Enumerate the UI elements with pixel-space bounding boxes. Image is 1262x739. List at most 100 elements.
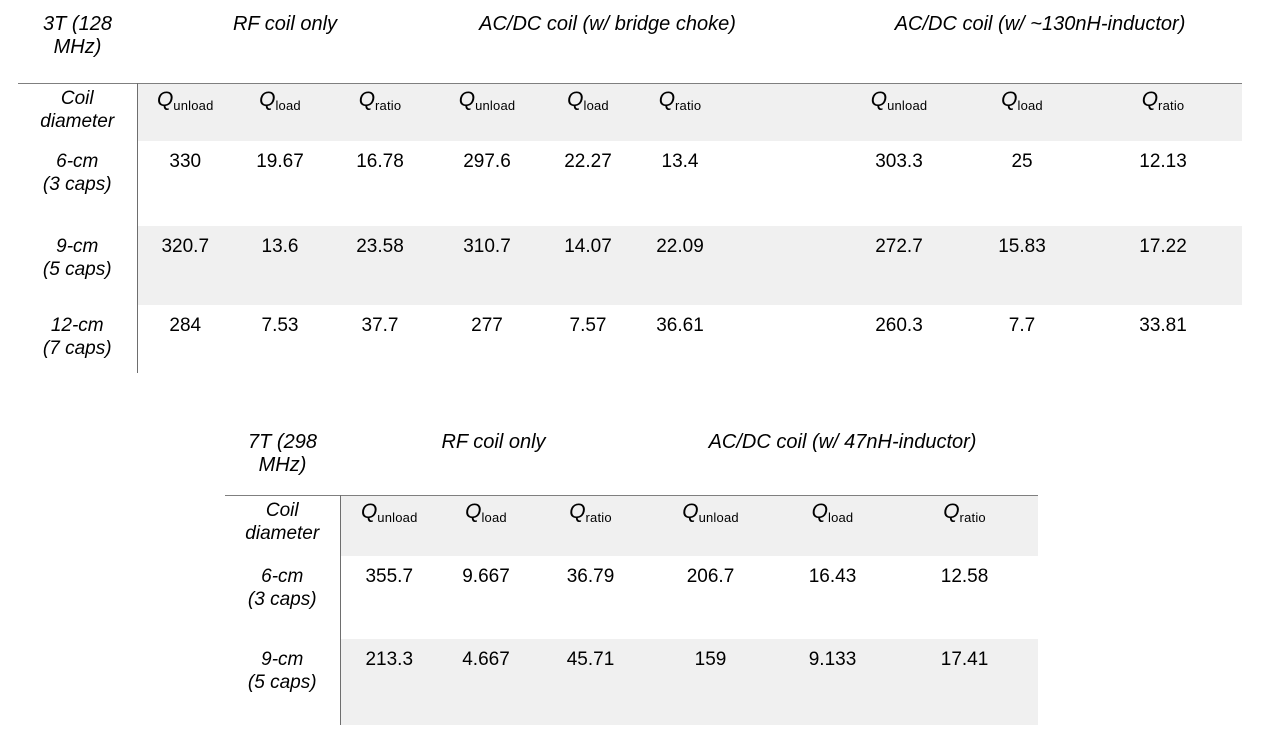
data-cell: 277 [471, 315, 503, 336]
data-cell: 33.81 [1139, 315, 1187, 336]
data-cell: 7.53 [261, 315, 299, 336]
data-cell: 4.667 [438, 639, 534, 725]
q-column-header-unload: Qunload [433, 83, 542, 141]
q-symbol: Q [1141, 88, 1159, 111]
row-header-coil-diameter: Coil diameter [18, 83, 138, 141]
q-symbol: Q [358, 88, 376, 111]
data-cell: 284 [169, 315, 202, 336]
data-cell: 17.22 [1084, 226, 1243, 305]
row-label-line: (3 caps) [42, 174, 112, 195]
data-cell: 17.41 [891, 639, 1039, 725]
data-cell: 16.43 [808, 566, 857, 587]
data-cell: 330 [169, 151, 202, 172]
row-label: 6-cm (3 caps) [18, 141, 138, 226]
row-label-line: 12-cm [50, 315, 104, 336]
row-label: 12-cm (7 caps) [18, 305, 138, 373]
row-label-line: (5 caps) [42, 259, 112, 280]
q-subscript: load [275, 98, 301, 113]
group-header-bridge-choke: AC/DC coil (w/ bridge choke) [479, 13, 736, 35]
data-cell: 12.58 [940, 566, 989, 587]
data-cell: 22.27 [564, 151, 612, 172]
data-cell: 9.133 [774, 639, 892, 725]
row-label-line: (7 caps) [42, 338, 112, 359]
group-header-130nh-inductor: AC/DC coil (w/ ~130nH-inductor) [894, 13, 1186, 35]
data-cell: 310.7 [433, 226, 542, 305]
data-cell: 15.83 [960, 226, 1085, 305]
row-label-line: (3 caps) [247, 589, 317, 610]
data-cell: 45.71 [534, 639, 648, 725]
table-3t-title: 3T (128 MHz) [18, 6, 137, 84]
spacer-cell [725, 141, 838, 226]
q-column-header-load: Qload [438, 495, 534, 556]
row-label-line: 9-cm [261, 649, 304, 670]
table-row-12cm: 12-cm (7 caps) 284 7.53 37.7 277 7.57 36… [18, 305, 1242, 373]
q-column-header-unload: Qunload [340, 495, 438, 556]
data-cell: 159 [647, 639, 775, 725]
q-symbol: Q [156, 88, 174, 111]
data-cell: 19.67 [256, 151, 304, 172]
row-label: 6-cm (3 caps) [225, 556, 341, 639]
q-column-header-ratio: Qratio [1084, 83, 1243, 141]
table-3t-q-factors: 3T (128 MHz) RF coil only AC/DC coil (w/… [18, 6, 1243, 373]
q-column-header-load: Qload [960, 83, 1085, 141]
q-column-header-unload: Qunload [647, 495, 775, 556]
table-7t-title-line: 7T (298 [248, 431, 317, 453]
spacer-cell [725, 226, 839, 305]
data-cell: 355.7 [365, 566, 414, 587]
data-cell: 7.57 [569, 315, 607, 336]
q-subscript: unload [887, 98, 928, 113]
row-header-coil-diameter: Coil diameter [225, 495, 341, 556]
table-row-6cm: 6-cm (3 caps) 330 19.67 16.78 297.6 22.2… [18, 141, 1242, 226]
group-header-47nh-inductor: AC/DC coil (w/ 47nH-inductor) [708, 431, 977, 453]
q-subscript: load [583, 98, 609, 113]
data-cell: 9.667 [462, 566, 510, 587]
q-column-header-load: Qload [774, 495, 892, 556]
row-header-line: Coil [265, 500, 299, 521]
q-symbol: Q [943, 500, 960, 523]
row-label-line: (5 caps) [247, 672, 317, 693]
row-header-line: diameter [245, 523, 320, 544]
row-label: 9-cm (5 caps) [225, 639, 341, 725]
data-cell: 13.6 [233, 226, 327, 305]
q-symbol: Q [360, 500, 378, 523]
table-3t-header-row: Coil diameter Qunload Qload Qratio Qunlo… [18, 83, 1243, 141]
table-row-9cm: 9-cm (5 caps) 213.3 4.667 45.71 159 9.13… [225, 639, 1039, 725]
data-cell: 37.7 [361, 315, 399, 336]
data-cell: 213.3 [340, 639, 438, 725]
table-7t-title-line: MHz) [258, 454, 307, 476]
q-symbol: Q [1001, 88, 1018, 111]
q-subscript: unload [173, 98, 214, 113]
data-cell: 7.7 [1008, 315, 1036, 336]
data-cell: 36.61 [656, 315, 704, 336]
row-header-line: diameter [40, 111, 115, 132]
q-subscript: ratio [585, 510, 612, 525]
data-cell: 206.7 [686, 566, 735, 587]
row-label-line: 6-cm [261, 566, 304, 587]
data-cell: 12.13 [1139, 151, 1187, 172]
q-subscript: ratio [1158, 98, 1185, 113]
group-header-rf-coil-only: RF coil only [441, 431, 546, 453]
table-3t-caption-row: 3T (128 MHz) RF coil only AC/DC coil (w/… [18, 6, 1242, 84]
data-cell: 297.6 [463, 151, 511, 172]
q-symbol: Q [465, 500, 482, 523]
q-column-header-unload: Qunload [137, 83, 233, 141]
data-cell: 22.09 [635, 226, 726, 305]
row-label: 9-cm (5 caps) [18, 226, 138, 305]
q-column-header-ratio: Qratio [534, 495, 648, 556]
table-3t-title-line: 3T (128 [43, 13, 112, 35]
q-subscript: ratio [675, 98, 702, 113]
data-cell: 320.7 [137, 226, 233, 305]
q-subscript: load [827, 510, 854, 525]
q-symbol: Q [870, 88, 888, 111]
q-subscript: ratio [959, 510, 986, 525]
data-cell: 272.7 [838, 226, 961, 305]
q-column-header-unload: Qunload [838, 83, 961, 141]
q-subscript: unload [698, 510, 739, 525]
q-symbol: Q [569, 500, 586, 523]
q-column-header-load: Qload [233, 83, 327, 141]
q-subscript: unload [377, 510, 418, 525]
data-cell: 260.3 [875, 315, 923, 336]
group-header-rf-coil-only: RF coil only [232, 13, 338, 35]
row-header-line: Coil [60, 88, 94, 109]
